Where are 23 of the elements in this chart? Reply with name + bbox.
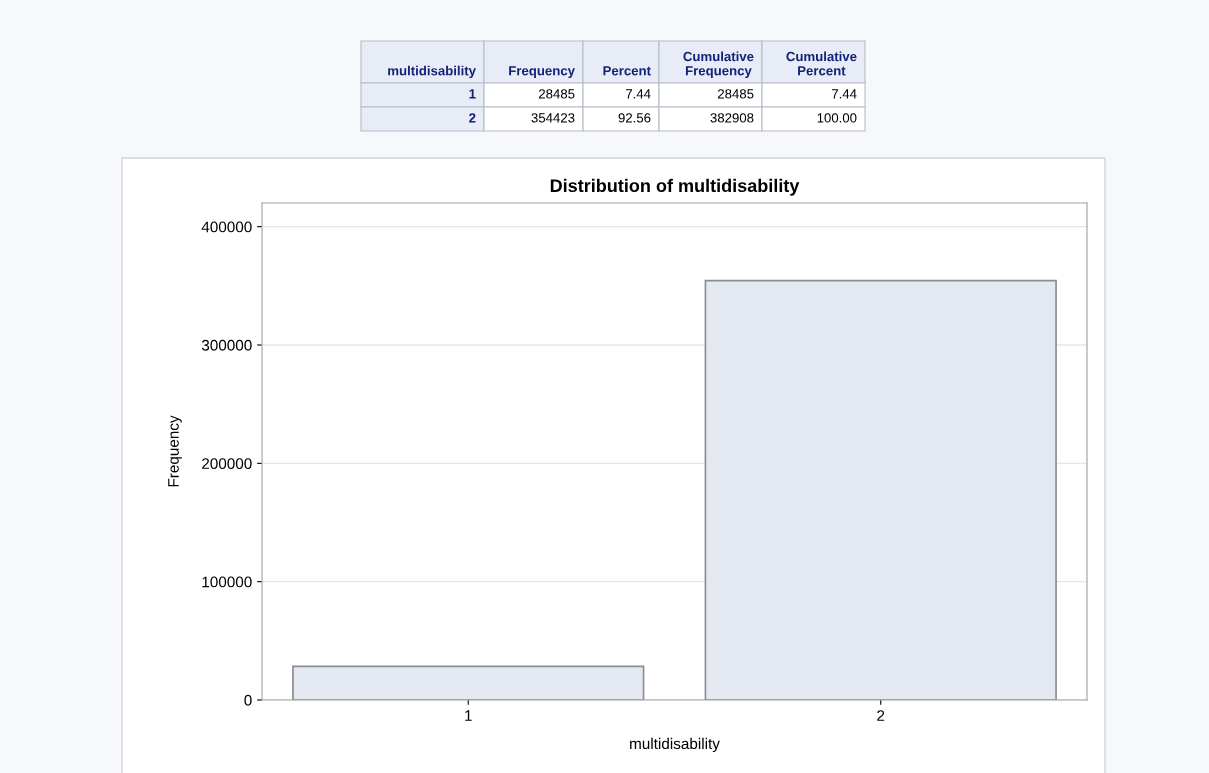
y-axis-title: Frequency [168, 415, 182, 487]
text: Cumulative Percent [786, 51, 857, 76]
text: 100.00 [817, 113, 857, 123]
text: 7.44 [832, 89, 857, 99]
text: Cumulative Frequency [683, 51, 754, 78]
y-tick-label: 200000 [202, 458, 252, 470]
text: 1 [469, 89, 476, 99]
text: multidisability [388, 65, 476, 78]
y-tick-label: 400000 [201, 221, 252, 233]
chart-title: Distribution of multidisability [550, 178, 800, 196]
y-tick-label: 0 [244, 694, 252, 706]
text: Frequency [509, 66, 575, 78]
text: 382908 [710, 113, 754, 123]
text: 28485 [717, 89, 754, 99]
text: Percent [603, 66, 651, 76]
text: 354423 [531, 113, 575, 123]
x-axis-title: multidisability [630, 737, 720, 753]
text: 92.56 [618, 113, 651, 123]
y-tick-label: 300000 [201, 339, 252, 351]
text: 28485 [538, 89, 575, 99]
y-tick-label: 100000 [202, 576, 252, 588]
text: 7.44 [626, 89, 651, 99]
text: 2 [469, 113, 476, 123]
